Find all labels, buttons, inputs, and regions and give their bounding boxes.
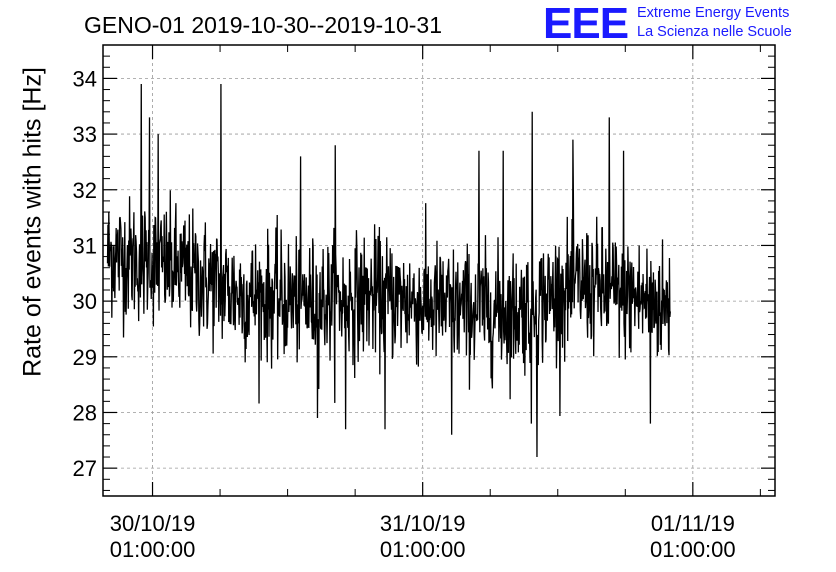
y-tick-label: 34 [73,66,97,91]
y-tick-label: 32 [73,178,97,203]
rate-series-line [106,83,671,458]
plot-frame [102,44,776,497]
x-tick-date-label: 31/10/19 [380,511,466,536]
y-tick-label: 31 [73,233,97,258]
x-tick-date-label: 01/11/19 [651,511,735,536]
x-tick-time-label: 01:00:00 [110,537,196,562]
axes [102,44,776,497]
logo-line-1: Extreme Energy Events [637,5,790,21]
y-tick-label: 33 [73,122,97,147]
x-tick-date-label: 30/10/19 [110,511,196,536]
y-tick-label: 30 [73,289,97,314]
eee-logo-mark: EEE [543,0,629,48]
y-tick-label: 29 [73,345,97,370]
x-tick-time-label: 01:00:00 [380,537,466,562]
eee-logo-text: Extreme Energy Events La Scienza nelle S… [637,4,792,42]
y-tick-label: 28 [73,400,97,425]
logo-line-2: La Scienza nelle Scuole [637,24,792,40]
y-axis-label: Rate of events with hits [Hz] [18,67,47,377]
series-group [106,83,671,458]
tick-labels: 272829303132333430/10/1901:00:0031/10/19… [73,66,736,562]
x-tick-time-label: 01:00:00 [650,537,736,562]
y-tick-label: 27 [73,456,97,481]
chart-title: GENO-01 2019-10-30--2019-10-31 [84,12,442,38]
